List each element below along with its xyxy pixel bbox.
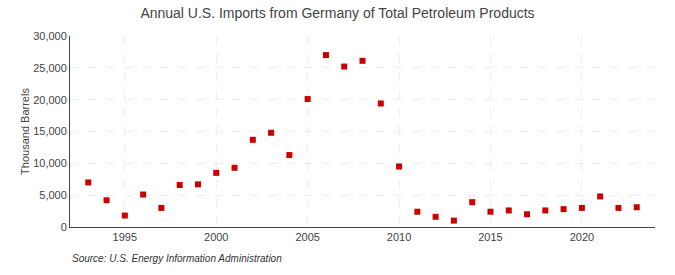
svg-text:2005: 2005 bbox=[295, 231, 319, 243]
svg-text:5,000: 5,000 bbox=[39, 189, 67, 201]
svg-text:Annual U.S. Imports from Germa: Annual U.S. Imports from Germany of Tota… bbox=[140, 5, 534, 21]
svg-text:2010: 2010 bbox=[387, 231, 411, 243]
svg-text:20,000: 20,000 bbox=[33, 94, 67, 106]
svg-text:15,000: 15,000 bbox=[33, 125, 67, 137]
svg-text:2020: 2020 bbox=[570, 231, 594, 243]
svg-text:2000: 2000 bbox=[204, 231, 228, 243]
svg-text:0: 0 bbox=[61, 221, 67, 233]
svg-text:Source: U.S. Energy Informatio: Source: U.S. Energy Information Administ… bbox=[72, 253, 282, 264]
svg-text:2015: 2015 bbox=[478, 231, 502, 243]
svg-text:25,000: 25,000 bbox=[33, 62, 67, 74]
svg-text:Thousand Barrels: Thousand Barrels bbox=[19, 88, 31, 175]
svg-text:1995: 1995 bbox=[113, 231, 137, 243]
svg-text:10,000: 10,000 bbox=[33, 157, 67, 169]
svg-text:30,000: 30,000 bbox=[33, 30, 67, 42]
